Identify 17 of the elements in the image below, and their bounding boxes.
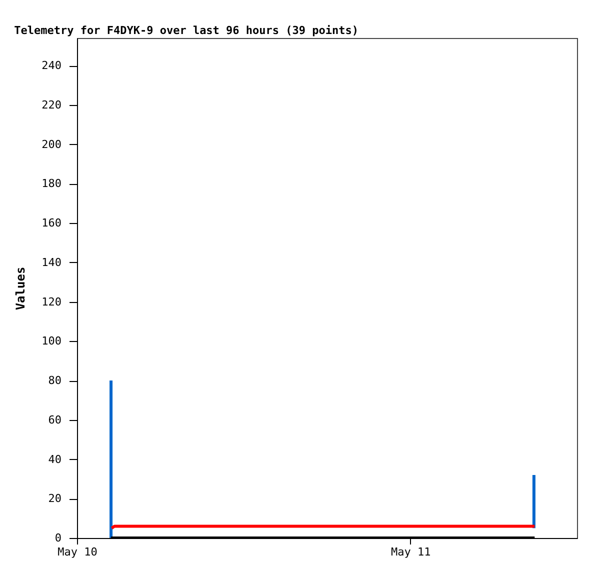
y-tick-label: 80 — [48, 374, 62, 388]
y-tick-label: 120 — [42, 295, 62, 308]
y-tick-label: 60 — [48, 413, 62, 426]
y-tick-label: 200 — [42, 138, 62, 151]
chart-title: Telemetry for F4DYK-9 over last 96 hours (39 points) — [14, 24, 359, 37]
y-tick-label: 240 — [42, 59, 62, 72]
y-tick-label: 180 — [42, 177, 62, 190]
y-tick-label: 140 — [42, 256, 62, 269]
y-tick-label: 220 — [42, 98, 62, 112]
x-tick-label: May 11 — [390, 546, 431, 558]
x-tick-label: May 10 — [58, 546, 98, 558]
y-tick-label: 40 — [48, 452, 62, 466]
y-tick-label: 160 — [42, 216, 62, 230]
y-tick-label: 100 — [42, 334, 62, 348]
y-tick-label: 20 — [48, 492, 62, 506]
y-tick-label: 0 — [54, 532, 62, 544]
y-axis-title: Values — [14, 266, 28, 310]
